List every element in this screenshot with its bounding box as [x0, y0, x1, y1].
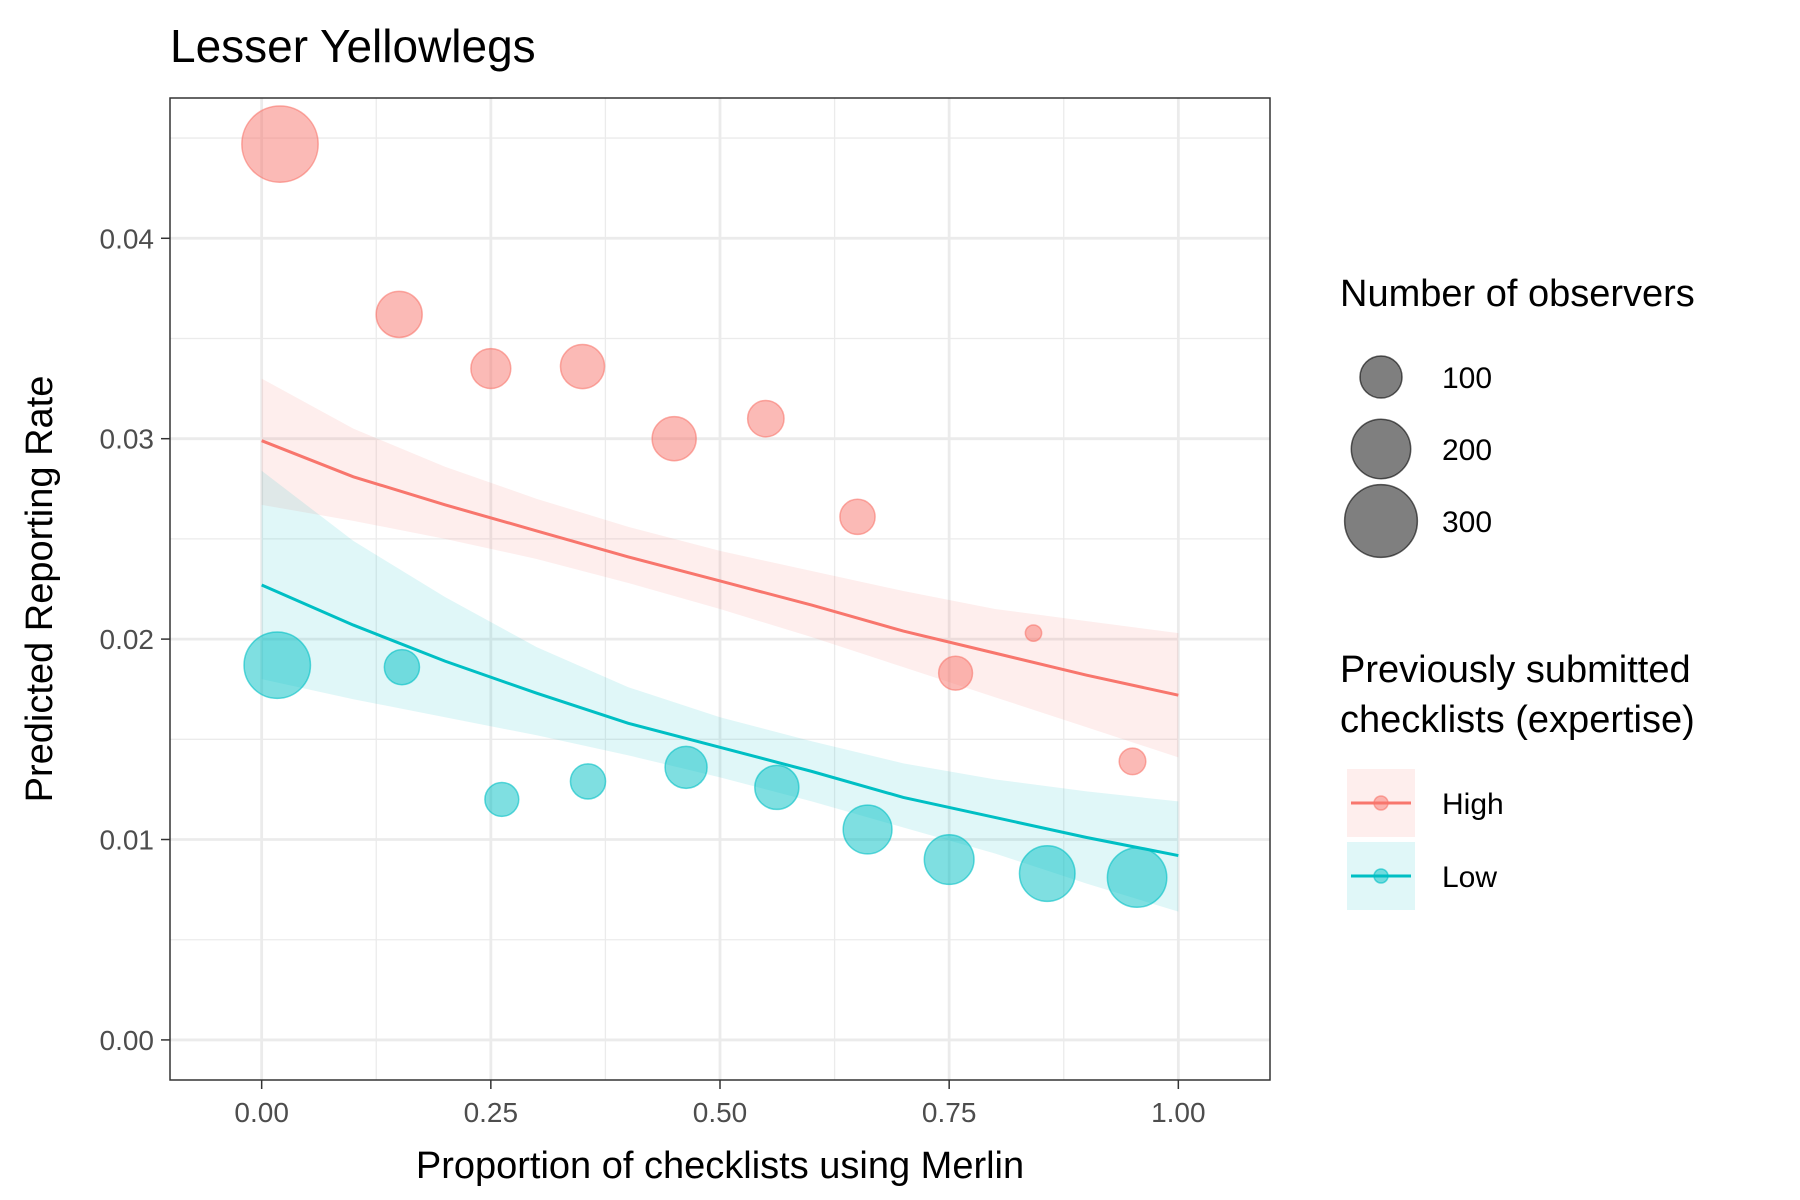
- y-axis-title: Predicted Reporting Rate: [19, 376, 61, 803]
- y-tick-label: 0.01: [100, 825, 155, 856]
- size-legend-title: Number of observers: [1340, 273, 1695, 315]
- point-high: [1024, 624, 1043, 642]
- x-tick-label: 0.25: [464, 1097, 519, 1128]
- point-high: [746, 399, 785, 438]
- point-high: [839, 498, 876, 536]
- x-tick-label: 0.00: [234, 1097, 289, 1128]
- y-tick-label: 0.04: [100, 223, 155, 254]
- point-high: [651, 415, 697, 462]
- size-legend-key: [1359, 355, 1403, 399]
- x-axis-title: Proportion of checklists using Merlin: [416, 1145, 1024, 1187]
- point-low: [754, 764, 800, 811]
- point-high: [559, 343, 606, 390]
- point-low: [664, 745, 708, 790]
- major-gridlines: [170, 98, 1270, 1080]
- y-tick-label: 0.02: [100, 624, 155, 655]
- color-legend-label: High: [1442, 788, 1504, 821]
- fit-lines: [261, 439, 1179, 858]
- color-legend-key-point: [1373, 795, 1389, 811]
- size-legend-label: 300: [1442, 506, 1492, 539]
- x-tick-label: 1.00: [1151, 1097, 1206, 1128]
- size-legend-keys: 100 200 300: [1343, 355, 1492, 559]
- point-low: [1018, 845, 1076, 903]
- fit-line-low: [261, 583, 1179, 858]
- point-low: [1106, 847, 1168, 909]
- color-legend-label: Low: [1442, 861, 1497, 894]
- size-legend-key: [1343, 483, 1419, 559]
- data-points: [241, 105, 1168, 909]
- point-low: [383, 648, 421, 686]
- color-legend-keys: High Low: [1347, 769, 1504, 910]
- fit-line-high: [261, 439, 1179, 697]
- point-high: [937, 655, 974, 691]
- x-tick-label: 0.50: [693, 1097, 748, 1128]
- point-high: [241, 105, 319, 183]
- chart-title: Lesser Yellowlegs: [170, 20, 536, 72]
- point-high: [375, 290, 423, 339]
- x-axis: 0.00 0.25 0.50 0.75 1.00: [234, 1080, 1206, 1128]
- x-tick-label: 0.75: [922, 1097, 977, 1128]
- point-low: [842, 804, 893, 855]
- size-legend-key: [1350, 418, 1412, 480]
- y-tick-label: 0.03: [100, 424, 155, 455]
- point-low: [923, 833, 975, 886]
- point-low: [243, 631, 312, 700]
- point-high: [1118, 747, 1147, 776]
- size-legend-label: 200: [1442, 434, 1492, 467]
- color-legend-title-line-2: checklists (expertise): [1340, 699, 1695, 741]
- ribbon-low: [261, 470, 1179, 912]
- size-legend-label: 100: [1442, 362, 1492, 395]
- y-axis: 0.00 0.01 0.02 0.03 0.04: [100, 223, 170, 1056]
- color-legend-key-point: [1373, 868, 1389, 884]
- legend: Number of observers 100 200 300 Previously…: [1340, 273, 1695, 910]
- color-legend-title-line-1: Previously submitted: [1340, 649, 1691, 691]
- point-low: [484, 781, 520, 818]
- point-low: [569, 763, 607, 800]
- y-tick-label: 0.00: [100, 1025, 155, 1056]
- point-high: [470, 347, 512, 390]
